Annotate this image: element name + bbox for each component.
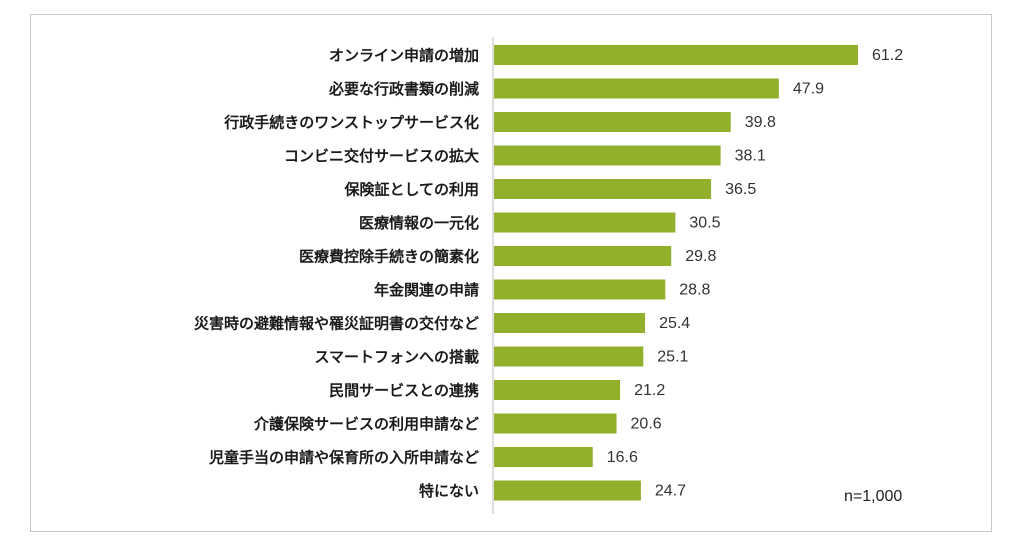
category-label: 民間サービスとの連携: [329, 382, 479, 400]
chart-frame: [30, 14, 992, 532]
category-label: 災害時の避難情報や罹災証明書の交付など: [194, 315, 479, 333]
value-label: 38.1: [735, 148, 766, 165]
category-label: 年金関連の申請: [374, 281, 479, 299]
category-label: 介護保険サービスの利用申請など: [253, 415, 479, 433]
category-label: 児童手当の申請や保育所の入所申請など: [208, 449, 479, 467]
category-label: 医療情報の一元化: [359, 214, 479, 232]
value-label: 36.5: [725, 181, 756, 198]
sample-size-note: n=1,000: [844, 488, 903, 505]
value-label: 25.4: [659, 315, 690, 332]
bar: [494, 413, 617, 434]
bar: [494, 279, 666, 300]
bar: [494, 45, 858, 65]
value-label: 25.1: [657, 349, 688, 366]
category-label: 行政手続きのワンストップサービス化: [223, 114, 479, 132]
bar: [494, 313, 646, 333]
value-label: 61.2: [872, 47, 903, 64]
bar: [494, 78, 779, 99]
bar: [494, 447, 593, 467]
value-label: 24.7: [655, 483, 686, 500]
value-label: 20.6: [631, 416, 662, 433]
category-label: スマートフォンへの搭載: [314, 348, 479, 366]
bar: [494, 212, 676, 233]
bar: [494, 480, 641, 501]
value-label: 30.5: [689, 215, 720, 232]
value-label: 28.8: [679, 282, 710, 299]
bar: [494, 380, 621, 400]
bar: [494, 179, 712, 199]
category-label: 特にない: [419, 482, 479, 500]
bar: [494, 112, 731, 132]
value-label: 47.9: [793, 81, 824, 98]
value-label: 16.6: [607, 449, 638, 466]
category-label: 保険証としての利用: [343, 181, 479, 199]
bar: [494, 246, 672, 266]
category-label: 医療費控除手続きの簡素化: [299, 248, 479, 266]
bar: [494, 346, 644, 367]
category-label: オンライン申請の増加: [329, 47, 479, 65]
value-label: 21.2: [634, 382, 665, 399]
value-label: 39.8: [745, 114, 776, 131]
bar: [494, 145, 721, 166]
category-label: 必要な行政書類の削減: [328, 80, 479, 98]
value-label: 29.8: [685, 248, 716, 265]
category-label: コンビニ交付サービスの拡大: [284, 147, 479, 165]
